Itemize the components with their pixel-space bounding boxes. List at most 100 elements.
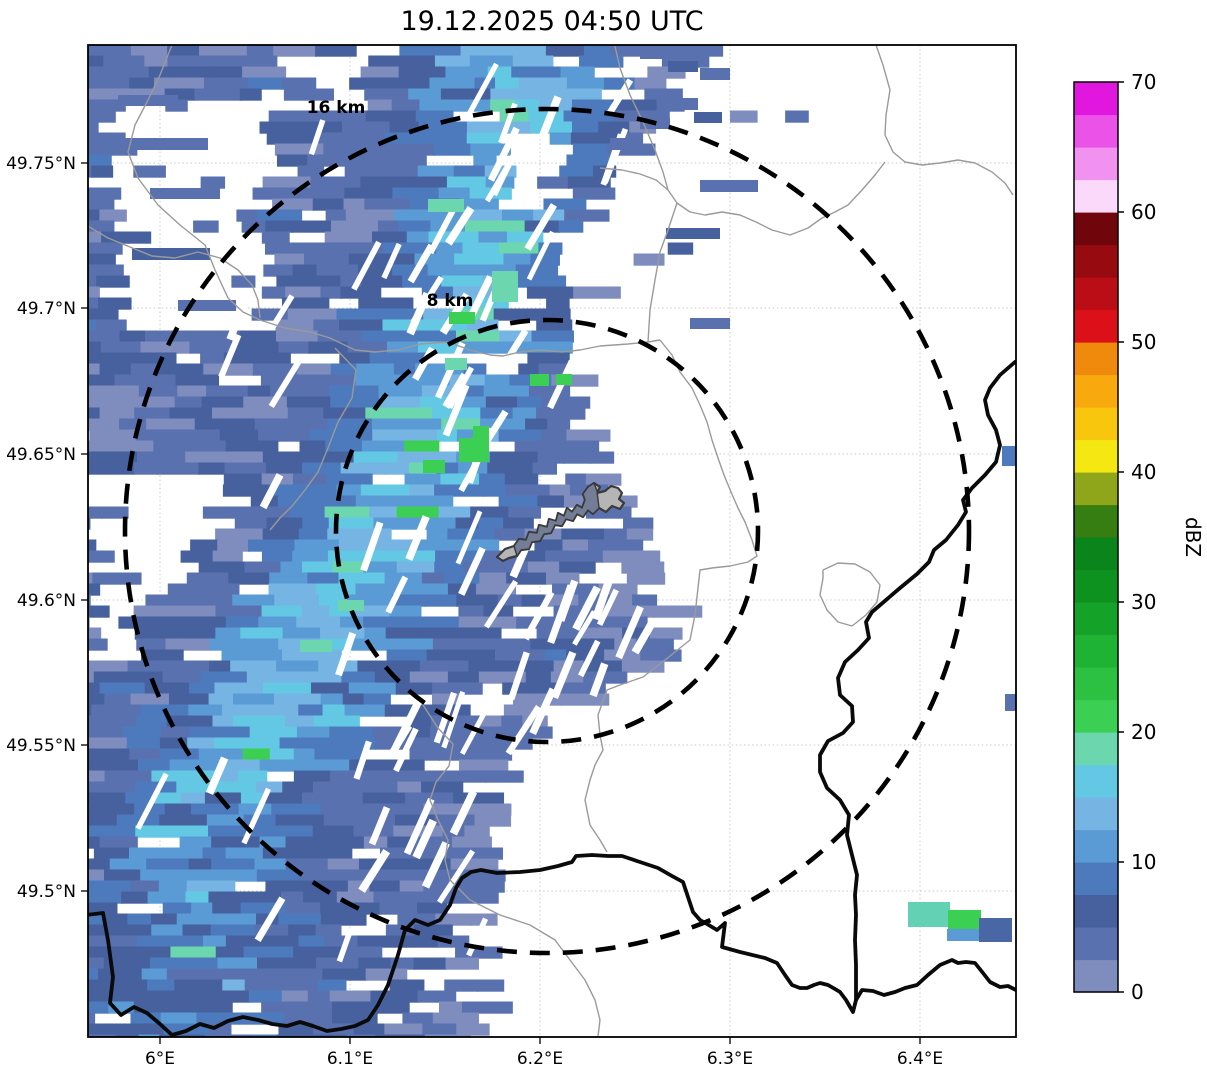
radar-cell <box>189 341 233 354</box>
radar-cell <box>365 407 409 420</box>
radar-cell <box>429 77 476 90</box>
radar-cell <box>268 110 312 123</box>
radar-cell <box>261 286 287 299</box>
radar-cell <box>377 220 400 233</box>
radar-cell <box>225 781 258 794</box>
radar-cell <box>284 715 315 728</box>
radar-cell <box>296 616 342 629</box>
radar-cell <box>136 451 166 464</box>
radar-cell <box>344 187 394 200</box>
radar-cell <box>579 55 624 68</box>
radar-cell <box>372 429 403 442</box>
radar-cell <box>514 440 563 453</box>
radar-cell <box>63 496 86 508</box>
radar-cell <box>209 660 232 673</box>
radar-cell <box>388 759 425 772</box>
radar-cell <box>246 704 279 717</box>
radar-cell <box>570 132 622 145</box>
radar-cell <box>271 803 323 816</box>
radar-feature-cell <box>908 902 950 927</box>
radar-cell <box>103 55 146 68</box>
radar-cell <box>211 858 256 871</box>
radar-cell <box>88 671 96 684</box>
radar-cell <box>493 308 545 321</box>
radar-cell <box>375 308 425 321</box>
radar-cell <box>434 484 485 497</box>
radar-cell <box>452 539 500 552</box>
radar-cell <box>116 814 161 827</box>
radar-cell <box>52 1035 78 1047</box>
radar-cell <box>340 286 382 299</box>
radar-cell <box>239 88 262 101</box>
radar-cell <box>208 825 242 838</box>
radar-cell <box>574 550 605 563</box>
radar-cell <box>364 198 412 211</box>
radar-cell <box>94 440 122 453</box>
radar-cell <box>285 902 322 915</box>
radar-cell <box>445 66 490 79</box>
colorbar-band <box>1074 374 1118 408</box>
radar-cell <box>307 737 352 750</box>
radar-cell <box>262 528 301 541</box>
radar-cell <box>298 704 324 717</box>
radar-cell <box>103 792 127 805</box>
radar-cell <box>254 715 287 728</box>
radar-cell <box>342 803 369 816</box>
radar-cell <box>384 704 432 717</box>
radar-cell <box>730 110 758 123</box>
radar-cell <box>421 572 446 585</box>
radar-cell <box>153 396 177 409</box>
radar-cell <box>262 451 312 464</box>
radar-cell <box>196 957 219 970</box>
radar-cell <box>215 605 263 618</box>
radar-cell <box>336 308 378 321</box>
radar-cell <box>222 484 271 497</box>
radar-cell <box>299 440 327 453</box>
radar-cell <box>88 539 97 552</box>
radar-cell <box>133 165 166 178</box>
radar-feature-cell <box>428 199 464 212</box>
radar-feature-cell <box>948 910 981 931</box>
radar-cell <box>559 165 595 178</box>
radar-cell <box>140 341 191 354</box>
radar-cell <box>512 55 554 68</box>
radar-cell <box>92 660 130 673</box>
radar-cell <box>339 352 372 365</box>
radar-cell <box>133 671 165 684</box>
radar-cell <box>324 231 374 244</box>
radar-cell <box>362 792 407 805</box>
radar-cell <box>294 385 331 398</box>
radar-cell <box>345 209 368 222</box>
beam-gap <box>606 78 634 116</box>
radar-cell <box>219 429 260 442</box>
radar-cell <box>109 858 148 871</box>
radar-cell <box>444 572 481 585</box>
colorbar-band <box>1074 212 1118 246</box>
radar-cell <box>88 880 106 893</box>
beam-gap <box>442 383 470 437</box>
radar-cell <box>564 209 610 222</box>
beam-gap <box>405 515 430 561</box>
radar-cell <box>88 660 95 673</box>
radar-cell <box>351 638 396 651</box>
radar-cell <box>373 891 410 904</box>
radar-cell <box>285 286 322 299</box>
radar-cell <box>135 1023 166 1036</box>
radar-cell <box>364 88 410 101</box>
radar-cell <box>485 770 524 783</box>
radar-cell <box>356 363 396 376</box>
radar-cell <box>201 396 245 409</box>
radar-cell <box>453 165 487 178</box>
colorbar-band <box>1074 602 1118 636</box>
radar-cell <box>434 55 472 68</box>
radar-cell <box>393 110 418 123</box>
radar-cell <box>340 462 387 475</box>
radar-cell <box>289 968 324 981</box>
radar-cell <box>313 319 341 332</box>
radar-cell <box>308 341 350 354</box>
radar-cell <box>247 77 284 90</box>
airport-polygon <box>495 481 626 563</box>
radar-cell <box>317 671 343 684</box>
radar-feature-cell <box>122 138 208 150</box>
